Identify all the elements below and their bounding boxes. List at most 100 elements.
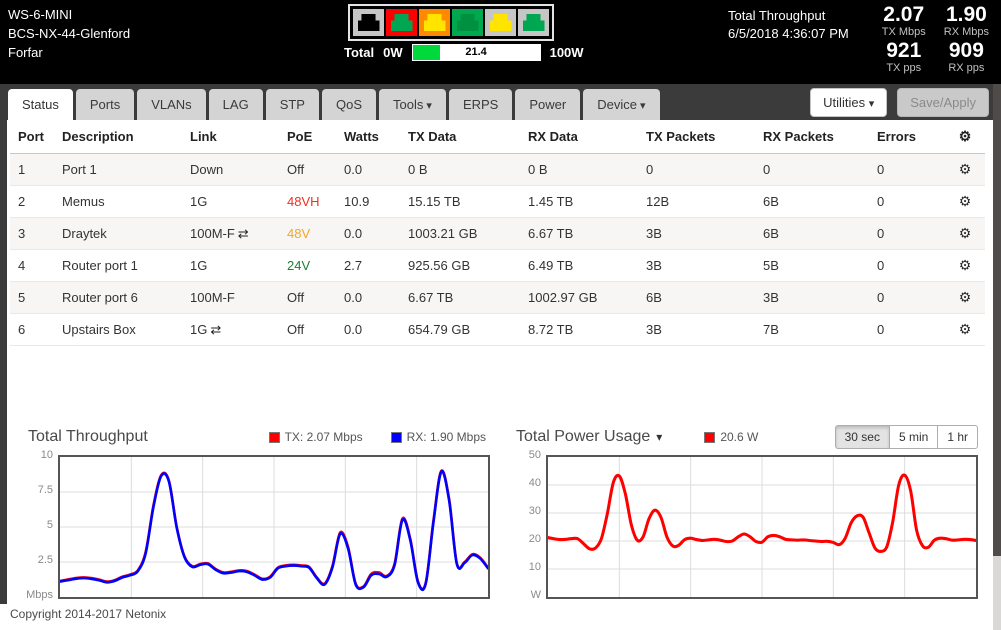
cell-port: 2 bbox=[10, 185, 54, 218]
cell-poe: Off bbox=[279, 153, 336, 186]
cell-rx-data: 0 B bbox=[520, 153, 638, 186]
power-bar-value: 21.4 bbox=[465, 46, 487, 58]
legend-item: 20.6 W bbox=[704, 430, 758, 444]
power-min-label: 0W bbox=[383, 45, 403, 60]
copyright-text: Copyright 2014-2017 Netonix bbox=[10, 607, 167, 621]
cell-watts: 0.0 bbox=[336, 281, 400, 314]
port-5-status-icon[interactable] bbox=[485, 9, 516, 36]
rj45-plug-icon bbox=[522, 14, 545, 31]
top-header: WS-6-MINI BCS-NX-44-Glenford Forfar Tota… bbox=[0, 0, 1001, 84]
rj45-plug-icon bbox=[423, 14, 446, 31]
caret-down-icon: ▾ bbox=[868, 98, 875, 110]
caret-down-icon: ▾ bbox=[423, 100, 432, 112]
tab-ports[interactable]: Ports bbox=[75, 89, 135, 120]
y-tick-label: 10 bbox=[528, 561, 541, 573]
range-button-30-sec[interactable]: 30 sec bbox=[834, 425, 890, 449]
row-settings-gear-icon[interactable]: ⚙ bbox=[945, 185, 985, 218]
port-6-status-icon[interactable] bbox=[518, 9, 549, 36]
tab-stp[interactable]: STP bbox=[265, 89, 319, 120]
row-settings-gear-icon[interactable]: ⚙ bbox=[945, 281, 985, 314]
scrollbar-thumb[interactable] bbox=[993, 84, 1001, 556]
cell-rx-packets: 6B bbox=[755, 217, 869, 250]
row-settings-gear-icon[interactable]: ⚙ bbox=[945, 249, 985, 282]
throughput-stat: 921 TX pps bbox=[882, 40, 926, 75]
cell-tx-packets: 3B bbox=[638, 217, 755, 250]
vertical-scrollbar[interactable] bbox=[993, 84, 1001, 630]
cell-poe: Off bbox=[279, 281, 336, 314]
cell-errors: 0 bbox=[869, 153, 945, 186]
port-2-status-icon[interactable] bbox=[386, 9, 417, 36]
power-max-label: 100W bbox=[549, 45, 584, 60]
header-buttons: Utilities ▾ Save/Apply bbox=[810, 88, 989, 117]
tab-lag[interactable]: LAG bbox=[208, 89, 263, 120]
column-header-link: Link bbox=[182, 120, 279, 154]
cell-poe: 48VH bbox=[279, 185, 336, 218]
cell-errors: 0 bbox=[869, 281, 945, 314]
y-tick-label: 50 bbox=[528, 449, 541, 461]
port-3-status-icon[interactable] bbox=[419, 9, 450, 36]
save-apply-button[interactable]: Save/Apply bbox=[897, 88, 989, 117]
y-tick-label: 2.5 bbox=[37, 554, 53, 566]
cell-rx-packets: 3B bbox=[755, 281, 869, 314]
chart-header: Total Throughput TX: 2.07 Mbps RX: 1.90 M… bbox=[28, 424, 490, 450]
tab-qos[interactable]: QoS bbox=[321, 89, 376, 120]
cell-port: 5 bbox=[10, 281, 54, 314]
column-header-tx-packets: TX Packets bbox=[638, 120, 755, 154]
tab-status[interactable]: Status bbox=[8, 89, 73, 120]
legend-label: RX: 1.90 Mbps bbox=[406, 430, 486, 444]
cell-link: 100M-F ⇄ bbox=[182, 217, 279, 250]
cell-port: 4 bbox=[10, 249, 54, 282]
row-settings-gear-icon[interactable]: ⚙ bbox=[945, 153, 985, 186]
cell-errors: 0 bbox=[869, 217, 945, 250]
cell-tx-data: 6.67 TB bbox=[400, 281, 520, 314]
table-row: 6 Upstairs Box 1G ⇄ Off 0.0 654.79 GB 8.72 TB 3B… bbox=[10, 313, 985, 346]
tab-power[interactable]: Power bbox=[515, 89, 581, 120]
y-tick-label: 40 bbox=[528, 477, 541, 489]
plot-area bbox=[546, 455, 978, 599]
table-row: 2 Memus 1G 48VH 10.9 15.15 TB 1.45 TB 12B 6B 0 ⚙ bbox=[10, 185, 985, 218]
tab-tools[interactable]: Tools ▾ bbox=[379, 89, 446, 120]
table-settings-gear-icon[interactable]: ⚙ bbox=[945, 120, 985, 154]
range-button-5-min[interactable]: 5 min bbox=[888, 425, 939, 449]
y-tick-label: 20 bbox=[528, 533, 541, 545]
cell-rx-data: 6.67 TB bbox=[520, 217, 638, 250]
tab-vlans[interactable]: VLANs bbox=[137, 89, 206, 120]
y-axis-unit-label: W bbox=[530, 589, 541, 601]
throughput-stat: 909 RX pps bbox=[944, 40, 989, 75]
cell-rx-data: 1.45 TB bbox=[520, 185, 638, 218]
utilities-button[interactable]: Utilities ▾ bbox=[810, 88, 888, 117]
y-axis-labels: 50 40 30 20 10 W bbox=[516, 449, 546, 601]
cell-port: 1 bbox=[10, 153, 54, 186]
cell-watts: 2.7 bbox=[336, 249, 400, 282]
tab-erps[interactable]: ERPS bbox=[448, 89, 513, 120]
range-button-1-hr[interactable]: 1 hr bbox=[937, 425, 978, 449]
plot-area bbox=[58, 455, 490, 599]
cell-tx-packets: 6B bbox=[638, 281, 755, 314]
cell-description: Router port 6 bbox=[54, 281, 182, 314]
legend-label: TX: 2.07 Mbps bbox=[284, 430, 363, 444]
cell-rx-packets: 5B bbox=[755, 249, 869, 282]
table-row: 3 Draytek 100M-F ⇄ 48V 0.0 1003.21 GB 6.67 TB 3B… bbox=[10, 217, 985, 250]
tab-device[interactable]: Device ▾ bbox=[583, 89, 660, 120]
legend-item: TX: 2.07 Mbps bbox=[268, 430, 363, 444]
y-tick-label: 7.5 bbox=[37, 484, 53, 496]
cell-link: 1G ⇄ bbox=[182, 313, 279, 346]
power-usage-dropdown-caret-icon[interactable]: ▾ bbox=[656, 430, 663, 444]
cell-tx-packets: 12B bbox=[638, 185, 755, 218]
total-label: Total bbox=[344, 45, 375, 60]
port-4-status-icon[interactable] bbox=[452, 9, 483, 36]
cell-rx-data: 6.49 TB bbox=[520, 249, 638, 282]
rj45-plug-icon bbox=[456, 14, 479, 31]
row-settings-gear-icon[interactable]: ⚙ bbox=[945, 217, 985, 250]
cell-errors: 0 bbox=[869, 185, 945, 218]
row-settings-gear-icon[interactable]: ⚙ bbox=[945, 313, 985, 346]
port-1-status-icon[interactable] bbox=[353, 9, 384, 36]
power-bar-fill bbox=[412, 45, 440, 60]
legend-label: 20.6 W bbox=[720, 430, 759, 444]
cell-link: 1G bbox=[182, 249, 279, 282]
cell-description: Upstairs Box bbox=[54, 313, 182, 346]
column-header-port: Port bbox=[10, 120, 54, 154]
cell-description: Draytek bbox=[54, 217, 182, 250]
cell-watts: 0.0 bbox=[336, 217, 400, 250]
